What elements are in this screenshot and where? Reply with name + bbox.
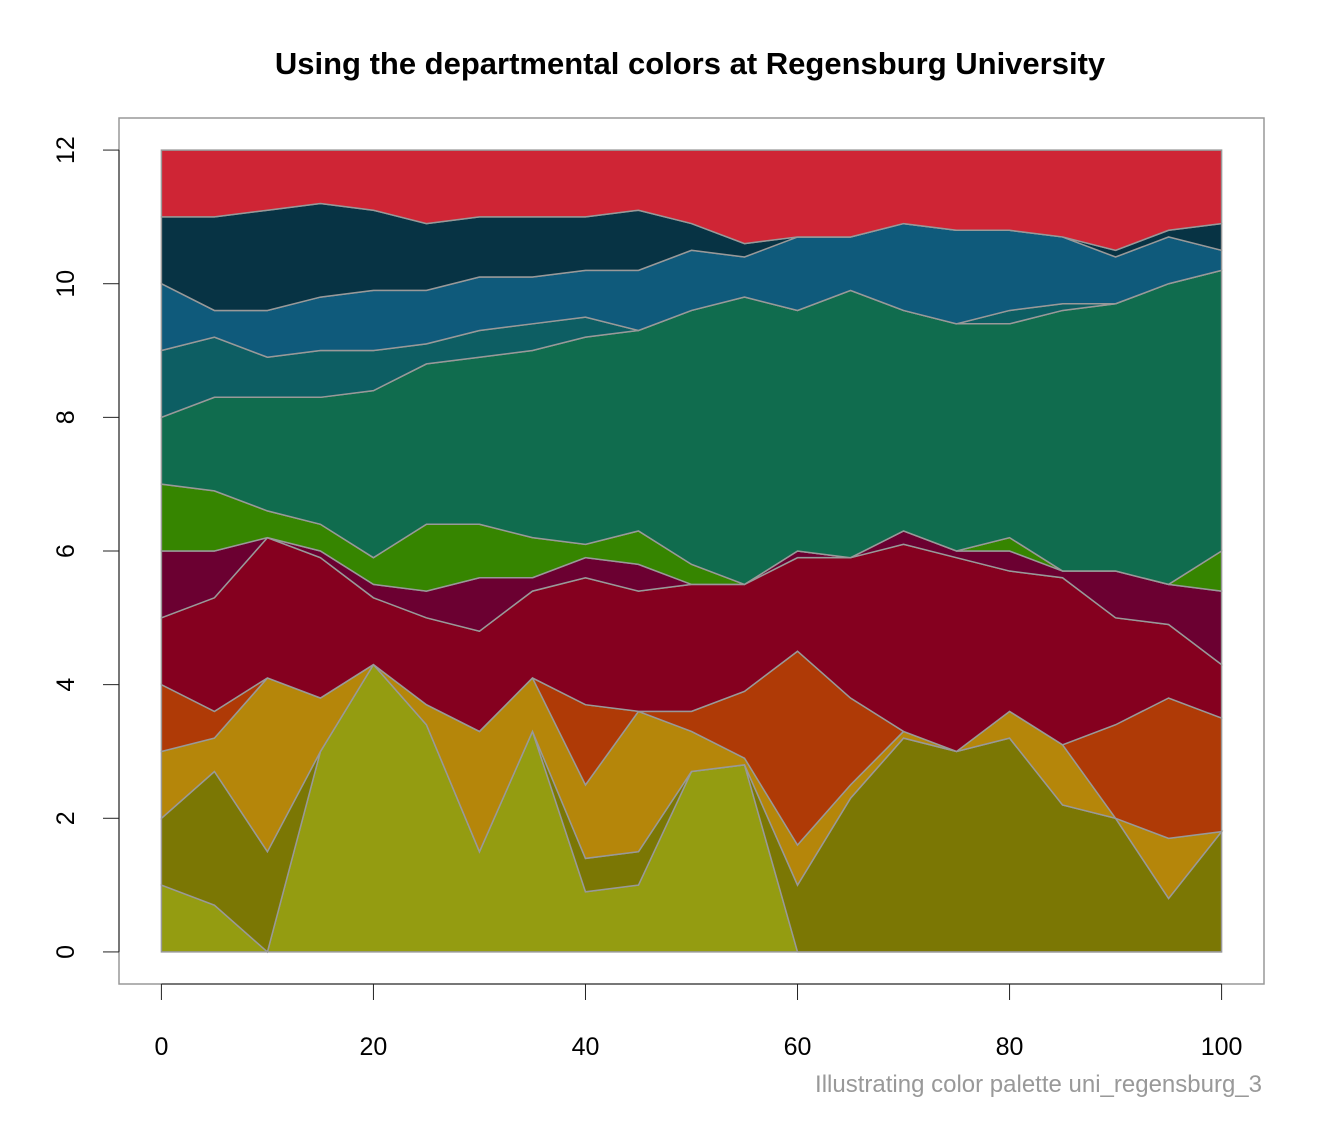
y-tick-label: 2	[52, 811, 80, 825]
x-tick-label: 100	[1201, 1033, 1243, 1061]
chart-title: Using the departmental colors at Regensb…	[275, 46, 1106, 81]
y-tick-label: 6	[52, 544, 80, 558]
y-tick-label: 4	[52, 678, 80, 692]
x-tick-label: 60	[784, 1033, 812, 1061]
y-tick-label: 10	[52, 270, 80, 298]
x-tick-label: 40	[572, 1033, 600, 1061]
x-tick-label: 20	[360, 1033, 388, 1061]
y-tick-label: 0	[52, 945, 80, 959]
x-tick-label: 0	[154, 1033, 168, 1061]
x-tick-label: 80	[996, 1033, 1024, 1061]
y-tick-label: 8	[52, 410, 80, 424]
y-tick-label: 12	[52, 136, 80, 164]
caption: Illustrating color palette uni_regensbur…	[815, 1071, 1262, 1098]
area	[160, 149, 1223, 252]
